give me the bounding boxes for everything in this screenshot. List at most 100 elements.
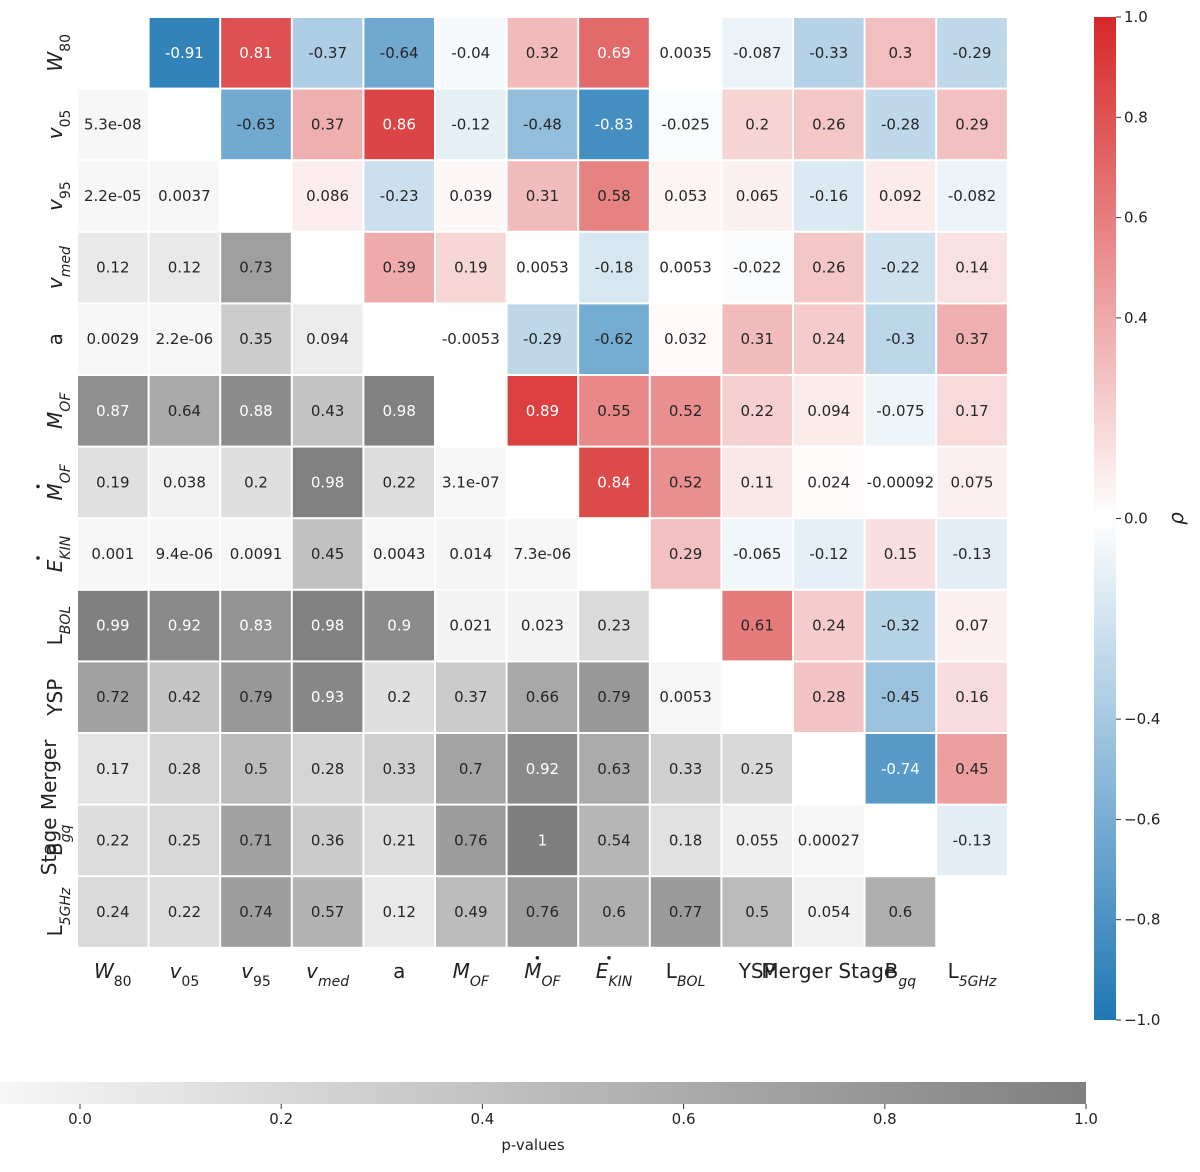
rho-cell xyxy=(364,18,434,88)
p-value-cell xyxy=(650,662,721,732)
p-value-label: 0.23 xyxy=(597,617,630,635)
rho-cell xyxy=(794,376,864,446)
y-label-3: vmed xyxy=(43,246,74,289)
p-value-label: 0.5 xyxy=(244,760,268,778)
rho-cell xyxy=(650,161,721,231)
p-value-cell xyxy=(149,590,220,661)
p-value-label: 0.9 xyxy=(387,617,411,635)
rho-value-label: -0.22 xyxy=(881,259,920,277)
p-value-label: 0.98 xyxy=(382,402,415,420)
rho-value-label: 0.39 xyxy=(382,259,415,277)
p-value-cell xyxy=(507,877,578,947)
p-value-label: 2.2e-05 xyxy=(84,187,142,205)
rho-value-label: 0.17 xyxy=(955,402,988,420)
rho-cell xyxy=(579,232,649,303)
p-value-label: 0.93 xyxy=(311,688,344,706)
dot-accent xyxy=(535,956,540,960)
p-value-cell xyxy=(650,877,721,947)
rho-value-label: -0.33 xyxy=(809,44,848,62)
p-value-cell xyxy=(221,519,291,589)
p-value-cell xyxy=(364,805,434,876)
p-value-label: 0.57 xyxy=(311,903,344,921)
p-value-label: 0.12 xyxy=(96,259,129,277)
rho-colorbar: 1.0 0.8 0.6 0.4 0.0 −0.4 −0.6 −0.8 −1.0 ρ xyxy=(1094,8,1188,1029)
rho-cell xyxy=(794,662,864,732)
p-value-label: 0.0053 xyxy=(659,688,712,706)
rho-cell xyxy=(722,89,792,160)
p-value-cell xyxy=(579,877,649,947)
p-value-colorbar-gradient xyxy=(0,1082,1086,1104)
rho-cell xyxy=(436,304,506,374)
rho-value-label: 0.86 xyxy=(382,115,415,133)
rho-value-label: 0.55 xyxy=(597,402,630,420)
x-label-5: MOF xyxy=(453,959,490,990)
rho-value-label: 0.14 xyxy=(955,259,988,277)
p-value-label: 0.054 xyxy=(807,903,850,921)
p-value-cell xyxy=(78,89,148,160)
p-value-label: 0.35 xyxy=(239,330,272,348)
p-value-cell xyxy=(221,304,291,374)
p-value-cell xyxy=(221,734,291,804)
rho-cell xyxy=(865,18,936,88)
p-value-label: 0.87 xyxy=(96,402,129,420)
heatmap-cells: -0.91 0.81 -0.37 -0.64 -0.04 0.32 0.69 0.0035 -0… xyxy=(78,18,1007,947)
p-value-cell xyxy=(579,590,649,661)
p-value-cell xyxy=(436,662,506,732)
rho-cell xyxy=(650,18,721,88)
rho-cell xyxy=(722,519,792,589)
rho-cell xyxy=(865,161,936,231)
rho-cell xyxy=(937,447,1007,518)
rho-value-label: 0.26 xyxy=(812,259,845,277)
x-label-1: v05 xyxy=(170,959,200,990)
p-value-label: 0.71 xyxy=(239,831,272,849)
p-value-cell xyxy=(78,304,148,374)
p-value-cell xyxy=(436,519,506,589)
x-label-9: YSP xyxy=(738,959,776,983)
rho-cell xyxy=(579,376,649,446)
rho-value-label: 0.28 xyxy=(812,688,845,706)
p-value-cell xyxy=(149,447,220,518)
rho-value-label: 0.0035 xyxy=(659,44,712,62)
rho-value-label: 0.32 xyxy=(526,44,559,62)
p-value-cell xyxy=(78,232,148,303)
rho-value-label: -0.91 xyxy=(165,44,204,62)
rho-value-label: -0.075 xyxy=(876,402,924,420)
p-value-label: 0.42 xyxy=(168,688,201,706)
y-label-1: v05 xyxy=(43,110,74,140)
p-value-label: 0.54 xyxy=(597,831,630,849)
p-value-label: 0.77 xyxy=(669,903,702,921)
rho-value-label: -0.065 xyxy=(733,545,781,563)
p-value-cell xyxy=(149,161,220,231)
p-value-cell xyxy=(78,734,148,804)
rho-value-label: -0.64 xyxy=(380,44,419,62)
rho-cell xyxy=(937,519,1007,589)
rho-cell xyxy=(937,18,1007,88)
rho-value-label: -0.23 xyxy=(380,187,419,205)
p-value-cell xyxy=(149,232,220,303)
p-value-label: 0.021 xyxy=(449,617,492,635)
rho-value-label: 0.37 xyxy=(311,115,344,133)
p-tick-label: 0.8 xyxy=(873,1110,897,1128)
rho-value-label: -0.04 xyxy=(451,44,490,62)
p-value-label: 0.76 xyxy=(454,831,487,849)
p-value-cell xyxy=(722,805,792,876)
rho-cell xyxy=(507,304,578,374)
p-value-cell xyxy=(78,376,148,446)
rho-cell xyxy=(794,89,864,160)
rho-value-label: 0.0053 xyxy=(659,259,712,277)
rho-cell xyxy=(149,18,220,88)
p-value-label: 9.4e-06 xyxy=(156,545,214,563)
x-label-3: vmed xyxy=(306,959,349,990)
p-value-label: 0.2 xyxy=(244,473,268,491)
p-value-cell xyxy=(507,519,578,589)
rho-value-label: 0.053 xyxy=(664,187,707,205)
p-value-label: 0.6 xyxy=(888,903,912,921)
rho-value-label: 0.31 xyxy=(526,187,559,205)
rho-cell xyxy=(865,590,936,661)
y-label-5: MOF xyxy=(43,392,74,429)
p-value-cell xyxy=(292,805,363,876)
rho-cell xyxy=(579,18,649,88)
p-value-cell xyxy=(221,662,291,732)
p-value-cell xyxy=(78,805,148,876)
rho-value-label: 0.3 xyxy=(888,44,912,62)
